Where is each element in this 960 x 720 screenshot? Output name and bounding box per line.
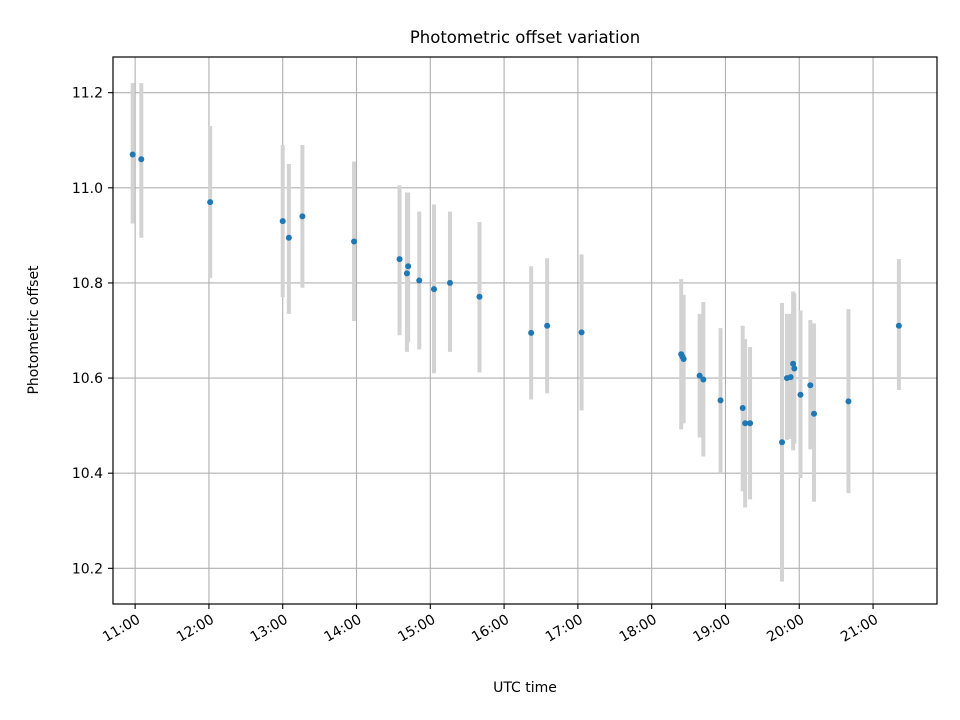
y-tick-label: 11.0	[72, 181, 103, 197]
data-point	[895, 322, 902, 329]
data-point	[299, 213, 306, 220]
data-point	[797, 391, 804, 398]
data-point	[742, 420, 749, 427]
y-tick-label: 11.2	[72, 86, 103, 102]
data-point	[129, 151, 136, 158]
y-tick-label: 10.6	[72, 371, 103, 387]
data-point	[544, 322, 551, 329]
data-point	[416, 277, 423, 284]
data-point	[207, 199, 214, 206]
plot-frame	[112, 56, 938, 605]
data-points	[129, 151, 902, 446]
chart-title: Photometric offset variation	[410, 28, 640, 47]
data-point	[790, 360, 797, 367]
data-point	[747, 420, 754, 427]
data-point	[739, 405, 746, 412]
data-point	[696, 372, 703, 379]
data-point	[279, 218, 286, 225]
data-point	[405, 263, 412, 270]
y-tick-label: 10.8	[72, 276, 103, 292]
y-tick-label: 10.4	[72, 466, 103, 482]
data-point	[717, 397, 724, 404]
data-point	[351, 238, 358, 245]
data-point	[578, 329, 585, 336]
data-point	[680, 356, 687, 363]
data-point	[528, 329, 535, 336]
data-point	[807, 382, 814, 389]
data-point	[779, 439, 786, 446]
data-point	[403, 270, 410, 277]
x-axis-label: UTC time	[493, 680, 557, 696]
data-point	[787, 374, 794, 381]
data-point	[476, 293, 483, 300]
data-point	[446, 279, 453, 286]
data-point	[791, 365, 798, 372]
data-point	[285, 234, 292, 241]
y-tick-label: 10.2	[72, 561, 103, 577]
data-point	[700, 376, 707, 383]
data-point	[845, 398, 852, 405]
data-point	[396, 256, 403, 263]
y-axis: 10.2 10.4 10.6 10.8 11.0 11.2	[72, 86, 113, 577]
data-point	[811, 410, 818, 417]
data-point	[430, 286, 437, 293]
data-point	[138, 156, 145, 163]
y-axis-label: Photometric offset	[26, 265, 42, 395]
